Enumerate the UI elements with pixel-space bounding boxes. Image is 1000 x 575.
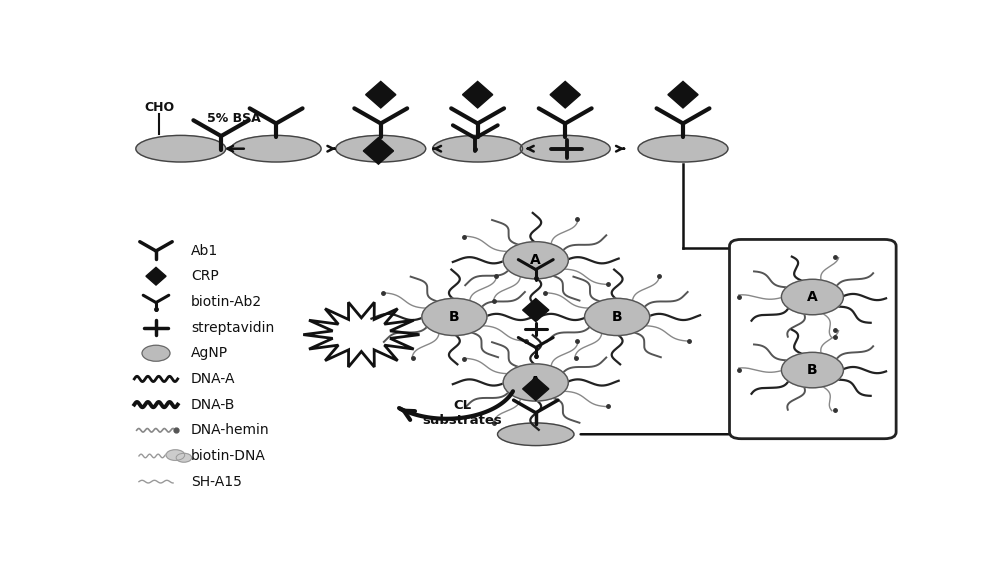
Ellipse shape <box>136 136 226 162</box>
Text: A: A <box>530 375 541 389</box>
Ellipse shape <box>498 423 574 446</box>
Polygon shape <box>523 377 549 400</box>
Ellipse shape <box>231 136 321 162</box>
Text: biotin-Ab2: biotin-Ab2 <box>191 295 262 309</box>
Text: streptavidin: streptavidin <box>191 321 274 335</box>
Text: CHO: CHO <box>144 101 174 114</box>
Circle shape <box>585 298 650 336</box>
Polygon shape <box>463 82 493 108</box>
Text: biotin-DNA: biotin-DNA <box>191 449 266 463</box>
Text: B: B <box>449 310 460 324</box>
Ellipse shape <box>638 136 728 162</box>
Ellipse shape <box>433 136 523 162</box>
Polygon shape <box>146 267 166 285</box>
Text: SH-A15: SH-A15 <box>191 474 242 489</box>
Text: B: B <box>612 310 622 324</box>
Circle shape <box>176 453 192 462</box>
Polygon shape <box>523 298 549 321</box>
Circle shape <box>503 242 568 279</box>
Circle shape <box>142 345 170 361</box>
Text: A: A <box>530 253 541 267</box>
Text: CL
substrates: CL substrates <box>422 399 502 427</box>
Circle shape <box>781 279 843 315</box>
Polygon shape <box>668 0 698 16</box>
Text: A: A <box>807 290 818 304</box>
Polygon shape <box>550 0 580 16</box>
Polygon shape <box>550 82 580 108</box>
Ellipse shape <box>336 136 426 162</box>
Circle shape <box>166 450 185 461</box>
FancyBboxPatch shape <box>730 239 896 439</box>
Text: AgNP: AgNP <box>191 346 228 361</box>
Text: DNA-A: DNA-A <box>191 372 235 386</box>
Text: DNA-hemin: DNA-hemin <box>191 423 270 437</box>
Circle shape <box>503 364 568 401</box>
Text: B: B <box>807 363 818 377</box>
Polygon shape <box>668 82 698 108</box>
Text: CRP: CRP <box>191 269 219 283</box>
Ellipse shape <box>520 136 610 162</box>
Circle shape <box>781 352 843 388</box>
Text: Ab1: Ab1 <box>191 244 218 258</box>
Text: 5% BSA: 5% BSA <box>207 112 261 125</box>
Polygon shape <box>363 137 394 164</box>
Polygon shape <box>366 82 396 108</box>
Circle shape <box>422 298 487 336</box>
Text: DNA-B: DNA-B <box>191 397 235 412</box>
